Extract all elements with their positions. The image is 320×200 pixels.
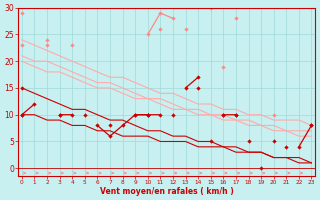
- X-axis label: Vent moyen/en rafales ( km/h ): Vent moyen/en rafales ( km/h ): [100, 187, 234, 196]
